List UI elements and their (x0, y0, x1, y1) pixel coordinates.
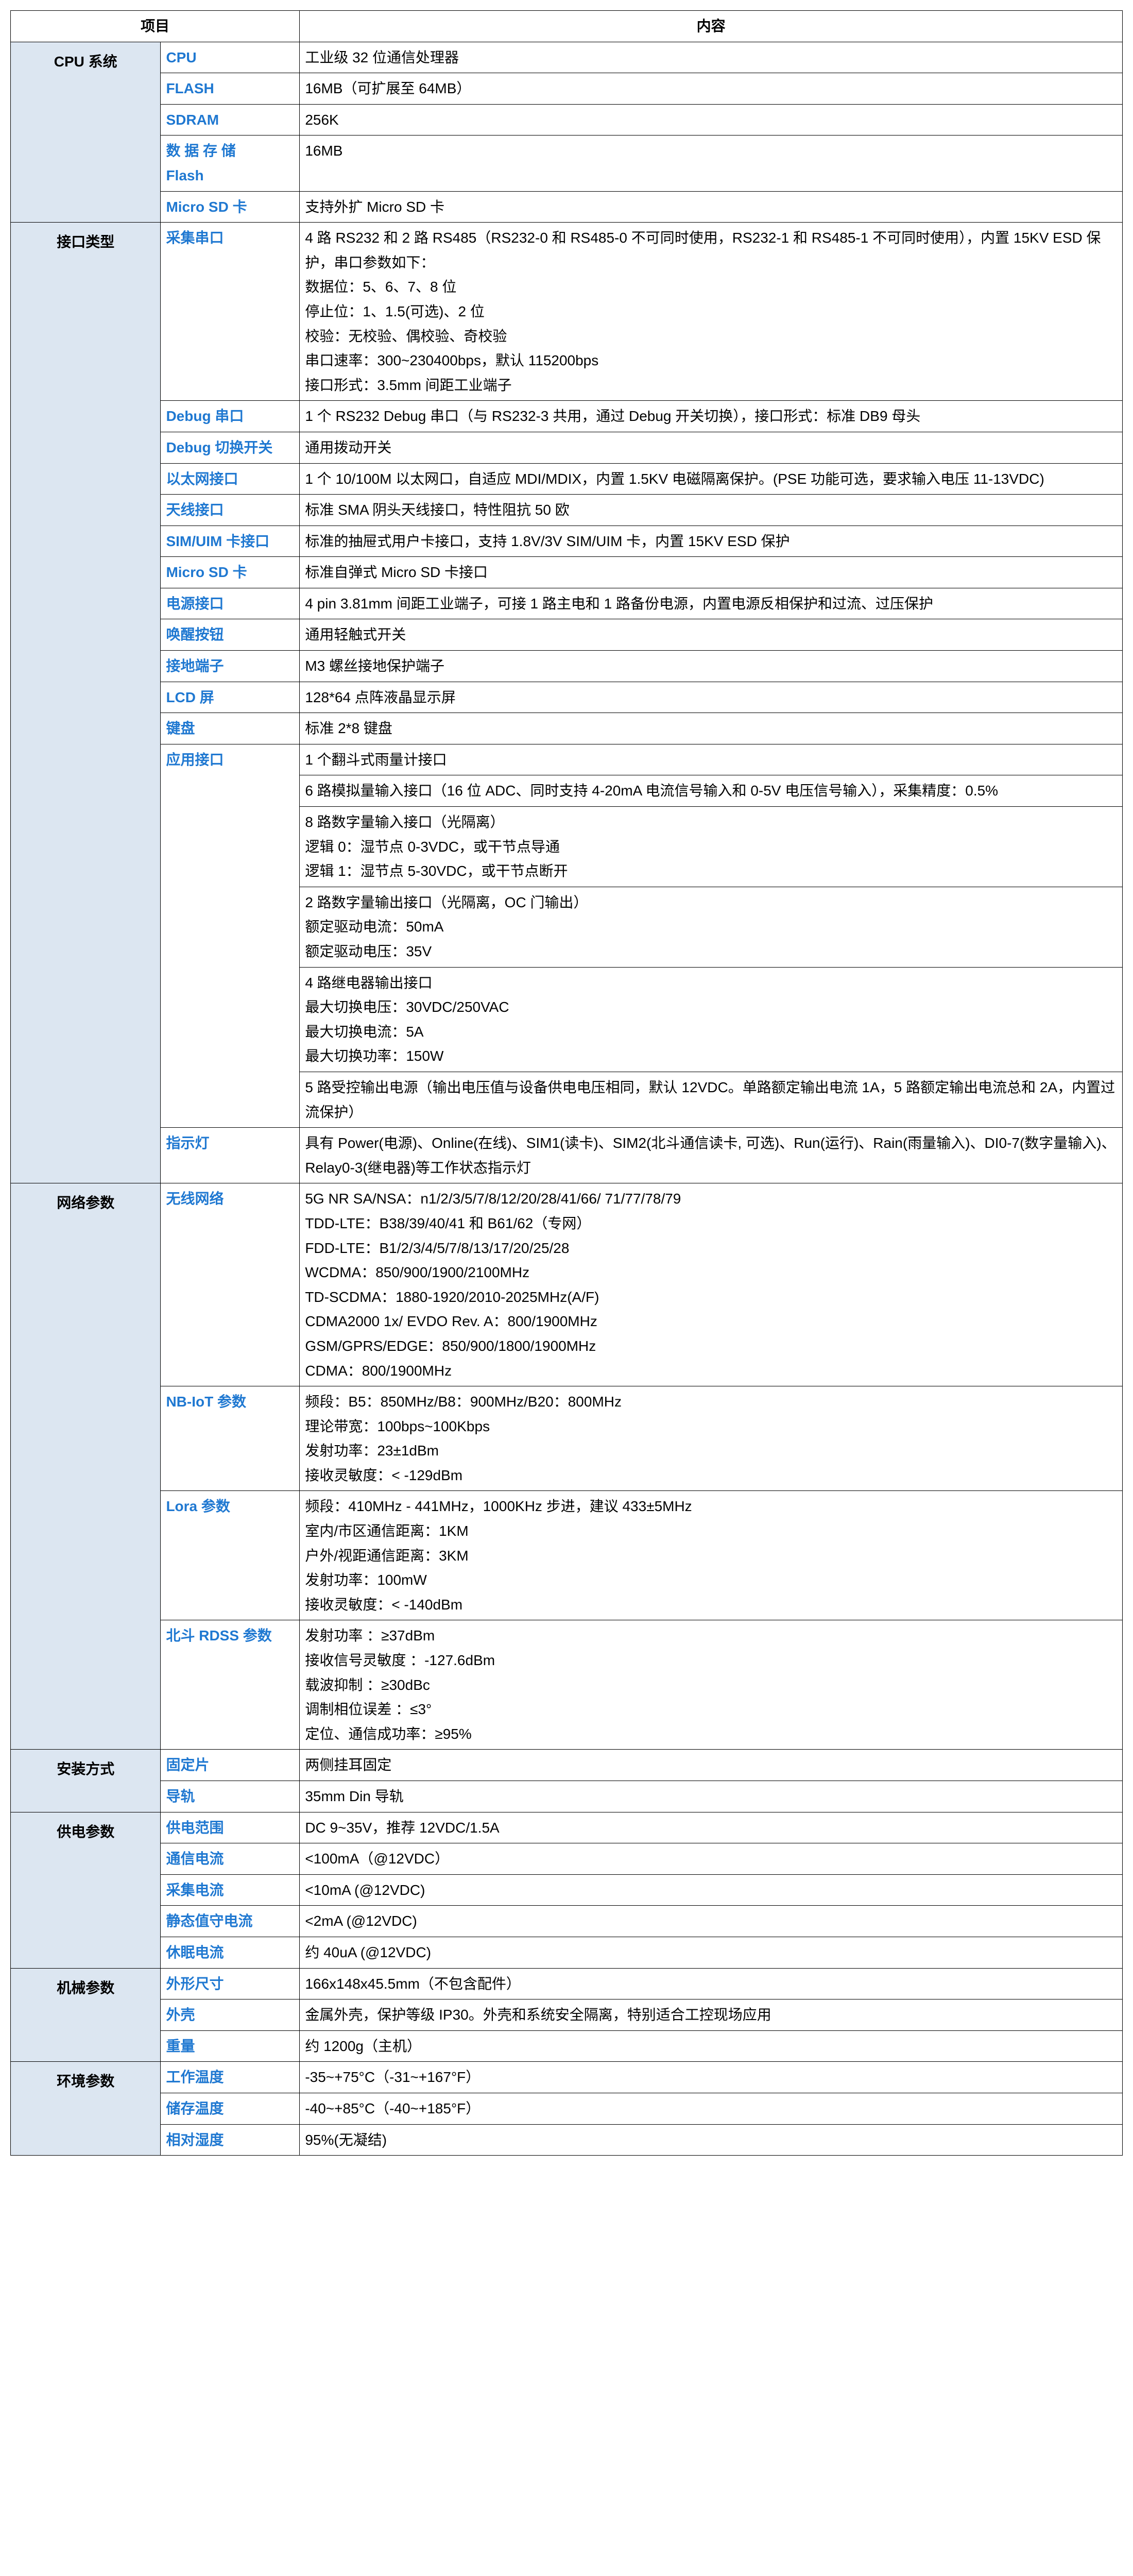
sub-kb: 键盘 (161, 713, 300, 744)
sub-sdram: SDRAM (161, 104, 300, 135)
sub-wake: 唤醒按钮 (161, 619, 300, 651)
val-dflash: 16MB (300, 135, 1123, 191)
cat-iface: 接口类型 (11, 223, 161, 1183)
sub-eth: 以太网接口 (161, 463, 300, 495)
cat-mech: 机械参数 (11, 1968, 161, 2062)
val-work: -35~+75°C（-31~+167°F） (300, 2062, 1123, 2093)
val-col: <10mA (@12VDC) (300, 1874, 1123, 1906)
val-sdram: 256K (300, 104, 1123, 135)
cat-net: 网络参数 (11, 1183, 161, 1750)
sub-hum: 相对湿度 (161, 2124, 300, 2156)
val-app4: 2 路数字量输出接口（光隔离，OC 门输出） 额定驱动电流：50mA 额定驱动电… (300, 887, 1123, 967)
val-gnd: M3 螺丝接地保护端子 (300, 651, 1123, 682)
val-pwr: 4 pin 3.81mm 间距工业端子，可接 1 路主电和 1 路备份电源，内置… (300, 588, 1123, 619)
sub-debug: Debug 串口 (161, 401, 300, 432)
sub-nb: NB-IoT 参数 (161, 1386, 300, 1491)
val-weight: 约 1200g（主机） (300, 2030, 1123, 2062)
sub-idle: 静态值守电流 (161, 1906, 300, 1937)
sub-dsw: Debug 切换开关 (161, 432, 300, 463)
sub-weight: 重量 (161, 2030, 300, 2062)
val-case: 金属外壳，保护等级 IP30。外壳和系统安全隔离，特别适合工控现场应用 (300, 1999, 1123, 2031)
val-dsw: 通用拨动开关 (300, 432, 1123, 463)
val-wake: 通用轻触式开关 (300, 619, 1123, 651)
sub-case: 外壳 (161, 1999, 300, 2031)
val-comm: <100mA（@12VDC） (300, 1843, 1123, 1875)
val-sim: 标准的抽屉式用户卡接口，支持 1.8V/3V SIM/UIM 卡，内置 15KV… (300, 526, 1123, 557)
val-app6: 5 路受控输出电源（输出电压值与设备供电电压相同，默认 12VDC。单路额定输出… (300, 1072, 1123, 1127)
sub-fix: 固定片 (161, 1750, 300, 1781)
sub-work: 工作温度 (161, 2062, 300, 2093)
spec-table: 项目 内容 CPU 系统 CPU 工业级 32 位通信处理器 FLASH 16M… (10, 10, 1123, 2156)
sub-gnd: 接地端子 (161, 651, 300, 682)
val-lcd: 128*64 点阵液晶显示屏 (300, 682, 1123, 713)
val-kb: 标准 2*8 键盘 (300, 713, 1123, 744)
sub-col: 采集电流 (161, 1874, 300, 1906)
val-sleep: 约 40uA (@12VDC) (300, 1937, 1123, 1968)
val-app3: 8 路数字量输入接口（光隔离） 逻辑 0：湿节点 0-3VDC，或干节点导通 逻… (300, 807, 1123, 887)
val-fix: 两侧挂耳固定 (300, 1750, 1123, 1781)
val-idle: <2mA (@12VDC) (300, 1906, 1123, 1937)
sub-msd: Micro SD 卡 (161, 191, 300, 223)
sub-bd: 北斗 RDSS 参数 (161, 1620, 300, 1750)
val-msd2: 标准自弹式 Micro SD 卡接口 (300, 557, 1123, 588)
sub-msd2: Micro SD 卡 (161, 557, 300, 588)
val-size: 166x148x45.5mm（不包含配件） (300, 1968, 1123, 1999)
sub-flash: FLASH (161, 73, 300, 105)
val-lora: 频段：410MHz - 441MHz，1000KHz 步进，建议 433±5MH… (300, 1491, 1123, 1620)
cat-cpu: CPU 系统 (11, 42, 161, 223)
val-debug: 1 个 RS232 Debug 串口（与 RS232-3 共用，通过 Debug… (300, 401, 1123, 432)
val-app2: 6 路模拟量输入接口（16 位 ADC、同时支持 4-20mA 电流信号输入和 … (300, 775, 1123, 807)
sub-sim: SIM/UIM 卡接口 (161, 526, 300, 557)
sub-pwr: 电源接口 (161, 588, 300, 619)
val-app1: 1 个翻斗式雨量计接口 (300, 744, 1123, 775)
val-rail: 35mm Din 导轨 (300, 1781, 1123, 1812)
val-ant: 标准 SMA 阴头天线接口，特性阻抗 50 欧 (300, 495, 1123, 526)
sub-ant: 天线接口 (161, 495, 300, 526)
sub-led: 指示灯 (161, 1128, 300, 1183)
sub-dflash: 数 据 存 储 Flash (161, 135, 300, 191)
val-led: 具有 Power(电源)、Online(在线)、SIM1(读卡)、SIM2(北斗… (300, 1128, 1123, 1183)
val-nb: 频段：B5：850MHz/B8：900MHz/B20：800MHz 理论带宽：1… (300, 1386, 1123, 1491)
sub-store: 储存温度 (161, 2093, 300, 2124)
val-range: DC 9~35V，推荐 12VDC/1.5A (300, 1812, 1123, 1843)
header-content: 内容 (300, 11, 1123, 42)
sub-cpu: CPU (161, 42, 300, 73)
sub-range: 供电范围 (161, 1812, 300, 1843)
val-app5: 4 路继电器输出接口 最大切换电压：30VDC/250VAC 最大切换电流：5A… (300, 967, 1123, 1072)
val-flash: 16MB（可扩展至 64MB） (300, 73, 1123, 105)
header-item: 项目 (11, 11, 300, 42)
val-msd: 支持外扩 Micro SD 卡 (300, 191, 1123, 223)
val-collect: 4 路 RS232 和 2 路 RS485（RS232-0 和 RS485-0 … (300, 223, 1123, 401)
val-eth: 1 个 10/100M 以太网口，自适应 MDI/MDIX，内置 1.5KV 电… (300, 463, 1123, 495)
sub-wl: 无线网络 (161, 1183, 300, 1386)
val-cpu: 工业级 32 位通信处理器 (300, 42, 1123, 73)
val-hum: 95%(无凝结) (300, 2124, 1123, 2156)
sub-rail: 导轨 (161, 1781, 300, 1812)
sub-app: 应用接口 (161, 744, 300, 1127)
sub-sleep: 休眠电流 (161, 1937, 300, 1968)
val-store: -40~+85°C（-40~+185°F） (300, 2093, 1123, 2124)
sub-lcd: LCD 屏 (161, 682, 300, 713)
cat-env: 环境参数 (11, 2062, 161, 2156)
cat-install: 安装方式 (11, 1750, 161, 1812)
sub-size: 外形尺寸 (161, 1968, 300, 1999)
sub-collect: 采集串口 (161, 223, 300, 401)
val-wl: 5G NR SA/NSA：n1/2/3/5/7/8/12/20/28/41/66… (300, 1183, 1123, 1386)
sub-comm: 通信电流 (161, 1843, 300, 1875)
cat-power: 供电参数 (11, 1812, 161, 1968)
val-bd: 发射功率 ：≥37dBm 接收信号灵敏度 ：-127.6dBm 载波抑制 ：≥3… (300, 1620, 1123, 1750)
sub-lora: Lora 参数 (161, 1491, 300, 1620)
